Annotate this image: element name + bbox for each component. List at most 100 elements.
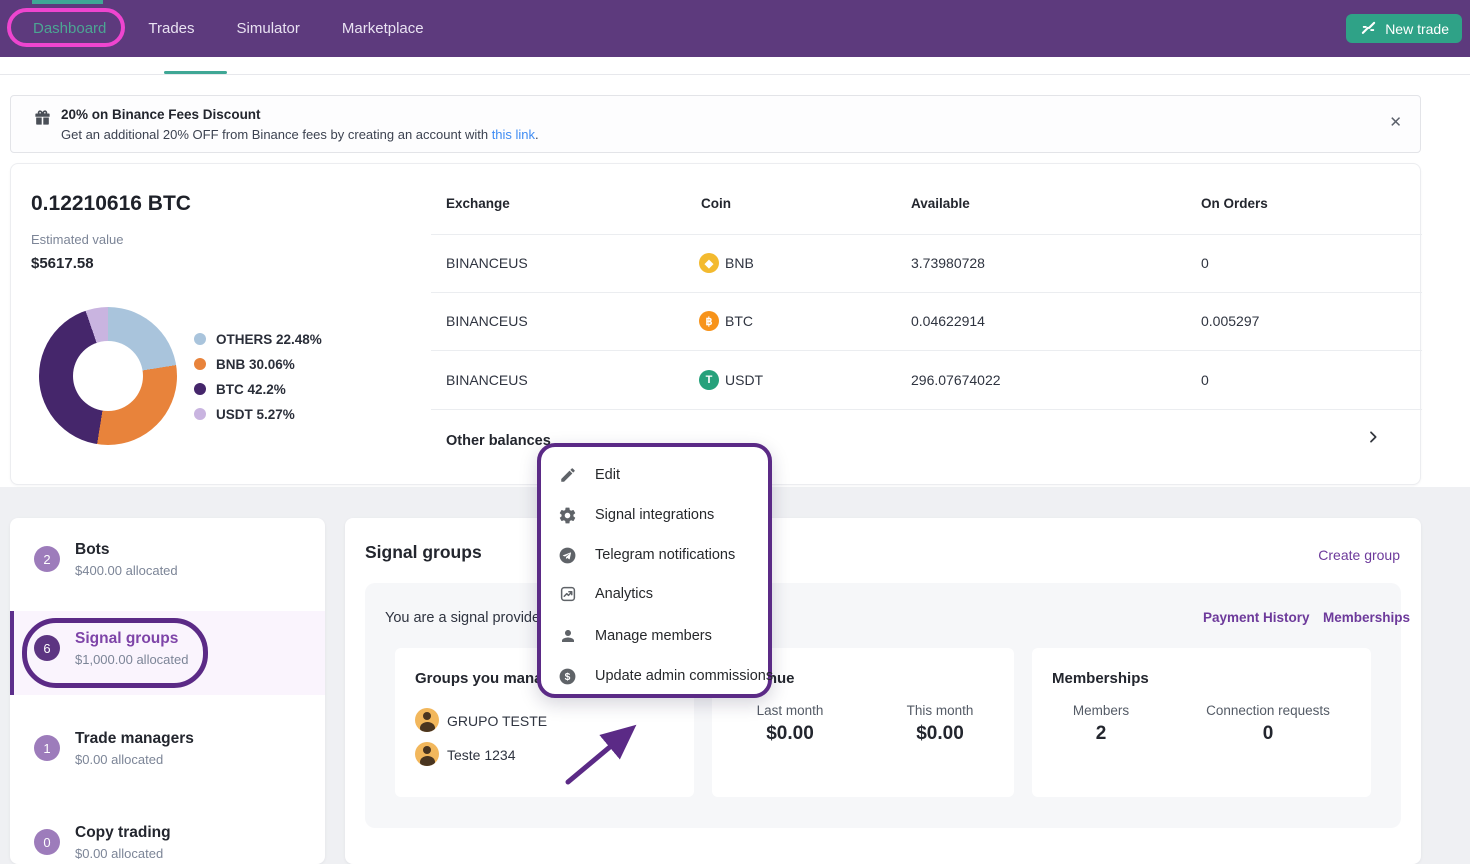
legend-label: BTC 42.2% [216,381,286,397]
nav-item-dashboard[interactable]: Dashboard [33,20,107,37]
group-context-menu: Edit Signal integrations Telegram notifi… [537,443,773,698]
banner-close-icon[interactable]: ✕ [1389,114,1402,131]
bnb-coin-icon: ◆ [699,253,719,273]
nav-item-trades[interactable]: Trades [148,20,195,37]
binance-discount-banner: 20% on Binance Fees Discount Get an addi… [10,95,1421,153]
col-header-coin: Coin [701,196,731,211]
legend-item-others: OTHERS 22.48% [194,331,322,347]
create-group-link[interactable]: Create group [1318,547,1400,563]
cell-available: 0.04622914 [911,313,985,329]
copy-trading-count-badge: 0 [34,829,60,855]
banner-this-link[interactable]: this link [491,127,536,142]
top-nav: Dashboard Trades Simulator Marketplace N… [0,0,1470,57]
stat-value: $0.00 [916,723,964,744]
group-avatar [415,708,439,732]
groups-card-title: Groups you manage [415,670,561,687]
bots-count-badge: 2 [34,546,60,572]
menu-item-edit[interactable]: Edit [541,455,768,495]
portfolio-card: 0.12210616 BTC Estimated value $5617.58 … [10,163,1422,485]
panel-title: Signal groups [365,542,482,562]
group-name: GRUPO TESTE [447,713,548,729]
banner-title: 20% on Binance Fees Discount [61,107,261,122]
usdt-coin-icon: T [699,370,719,390]
new-trade-button[interactable]: New trade [1346,14,1462,43]
stat-label: Connection requests [1206,703,1330,718]
provider-panel: You are a signal provider Payment Histor… [365,583,1410,828]
subnav-active-indicator [164,71,227,74]
subnav-divider [0,74,1470,75]
sidebar-item-copy-trading[interactable]: 0 Copy trading $0.00 allocated [10,801,325,864]
pencil-icon [558,466,577,485]
menu-item-manage-members[interactable]: Manage members [541,616,768,656]
legend-item-usdt: USDT 5.27% [194,406,322,422]
menu-item-signal-integrations[interactable]: Signal integrations [541,495,768,535]
table-divider [431,350,1422,351]
sidebar-item-allocated: $1,000.00 allocated [75,652,189,667]
memberships-card: Memberships Members 2 Connection request… [1032,648,1371,797]
legend-dot-usdt [194,408,206,420]
nav-item-marketplace[interactable]: Marketplace [341,20,424,37]
members-stat: Members 2 [1051,703,1151,745]
cell-exchange: BINANCEUS [446,255,528,271]
cell-exchange: BINANCEUS [446,372,528,388]
stat-value: 2 [1095,723,1107,744]
memberships-link[interactable]: Memberships [1323,610,1411,625]
cell-on-orders: 0 [1201,255,1209,271]
nav-menu: Dashboard Trades Simulator Marketplace [33,0,424,57]
menu-item-label: Update admin commissions [595,668,774,684]
legend-item-bnb: BNB 30.06% [194,356,322,372]
legend-label: OTHERS 22.48% [216,331,322,347]
new-trade-label: New trade [1385,20,1449,37]
stat-value: 0 [1262,723,1274,744]
revenue-card: Revenue Last month $0.00 This month $0.0… [712,648,1014,797]
legend-dot-others [194,333,206,345]
portfolio-total-btc: 0.12210616 BTC [31,192,191,215]
other-balances-row[interactable]: Other balances [446,433,551,449]
group-name: Teste 1234 [447,747,516,763]
sidebar-item-trade-managers[interactable]: 1 Trade managers $0.00 allocated [10,707,325,800]
revenue-last-month: Last month $0.00 [740,703,840,745]
coin-glyph: ◆ [704,257,714,270]
banner-body: Get an additional 20% OFF from Binance f… [61,127,539,142]
stat-value: $0.00 [766,723,814,744]
sidebar-item-allocated: $0.00 allocated [75,846,164,861]
provider-text: You are a signal provider [385,610,545,626]
group-row-teste-1234: Teste 1234 Manage [415,742,914,768]
sidebar-item-label: Trade managers [75,730,194,747]
menu-item-label: Telegram notifications [595,547,736,563]
cell-on-orders: 0 [1201,372,1209,388]
donut-chart [39,307,177,445]
sidebar-item-bots[interactable]: 2 Bots $400.00 allocated [10,518,325,611]
menu-item-label: Analytics [595,586,654,602]
nav-item-simulator[interactable]: Simulator [236,20,300,37]
payment-history-link[interactable]: Payment History [1203,610,1310,625]
sidebar-item-allocated: $0.00 allocated [75,752,164,767]
sidebar-item-label: Copy trading [75,824,171,841]
group-avatar [415,742,439,766]
legend-item-btc: BTC 42.2% [194,381,322,397]
sidebar-item-signal-groups[interactable]: 6 Signal groups $1,000.00 allocated [10,611,325,695]
col-header-available: Available [911,196,970,211]
sidebar-item-allocated: $400.00 allocated [75,563,178,578]
menu-item-label: Signal integrations [595,507,715,523]
cell-exchange: BINANCEUS [446,313,528,329]
group-row-grupo-teste: GRUPO TESTE Manage [415,708,914,734]
col-header-exchange: Exchange [446,196,510,211]
btc-coin-icon: ฿ [699,311,719,331]
allocation-sidebar: 2 Bots $400.00 allocated 6 Signal groups… [10,518,325,864]
coin-glyph: T [705,374,713,386]
menu-item-update-admin-commissions[interactable]: $ Update admin commissions [541,656,773,696]
coin-glyph: ฿ [705,315,713,328]
legend-label: BNB 30.06% [216,356,295,372]
memberships-card-title: Memberships [1052,670,1149,687]
cell-available: 3.73980728 [911,255,985,271]
legend-label: USDT 5.27% [216,406,295,422]
menu-item-telegram-notifications[interactable]: Telegram notifications [541,535,768,575]
menu-item-analytics[interactable]: Analytics [541,574,768,614]
cell-coin: BTC [725,313,753,329]
chevron-right-icon[interactable] [1365,429,1381,445]
donut-legend: OTHERS 22.48% BNB 30.06% BTC 42.2% USDT … [194,332,322,432]
active-tab-top-indicator [32,0,103,4]
gift-icon [33,108,52,132]
